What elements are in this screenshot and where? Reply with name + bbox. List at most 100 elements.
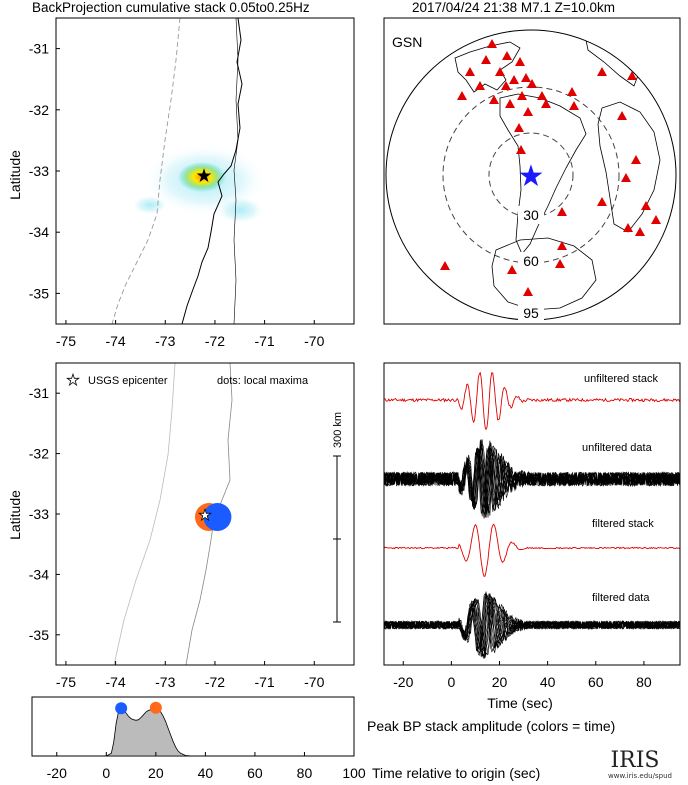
station-marker [557, 207, 567, 216]
bp-xticks: -75 -74 -73 -72 -71 -70 [56, 320, 325, 349]
y-tick-label: -31 [29, 41, 49, 57]
continent-antarctica [491, 237, 597, 311]
station-marker [527, 79, 537, 88]
amplitude-peaks [115, 701, 162, 715]
mx-xticks: -75 -74 -73 -72 -71 -70 [56, 661, 325, 690]
station-marker [505, 99, 515, 108]
traces-tick-label: 80 [636, 674, 652, 690]
mx-trench [113, 363, 176, 665]
amp-xlabel: Time relative to origin (sec) [372, 765, 540, 781]
maxima-map-panel: ★ ★ USGS epicenter dots: local maxima 30… [7, 362, 355, 690]
continent-africa [597, 101, 661, 233]
traces-tick-label: -20 [393, 674, 413, 690]
station-marker [507, 265, 517, 274]
traces-panel: unfiltered stack unfiltered data filtere… [383, 362, 681, 711]
bp-ylabel: Latitude [7, 150, 23, 200]
station-marker [514, 123, 524, 132]
traces-xlabel: Time (sec) [487, 695, 553, 711]
traces-xticks: -20 0 20 40 60 80 [393, 661, 652, 690]
bp-yticks: -31 -32 -33 -34 -35 [29, 41, 60, 301]
network-label: GSN [392, 34, 422, 50]
station-marker [641, 201, 651, 210]
amp-tick-label: 0 [102, 765, 110, 781]
trace-line [383, 593, 680, 653]
bp-halo-3 [132, 195, 168, 215]
legend-dots: dots: local maxima [217, 375, 309, 387]
logo-text: IRIS [610, 748, 659, 773]
station-marker [597, 67, 607, 76]
bp-map-panel: ★ Latitude -75 -74 -73 -72 -71 -70 -31-32-33-… [7, 17, 355, 349]
bp-trench [111, 18, 181, 324]
amplitude-area [32, 708, 354, 757]
amplitude-peak-dot [149, 701, 162, 714]
ring-label-95: 95 [523, 305, 539, 321]
x-tick-label: -75 [56, 674, 76, 690]
right-title: 2017/04/24 21:38 M7.1 Z=10.0km [412, 0, 615, 15]
station-marker [523, 287, 533, 296]
station-marker [567, 87, 577, 96]
bp-hot [178, 162, 226, 192]
x-tick-label: -72 [205, 674, 225, 690]
y-tick-label: -32 [29, 446, 49, 462]
station-marker [523, 107, 533, 116]
traces-tick-label: 0 [447, 674, 455, 690]
amp-xticks: -20 0 20 40 60 80 100 [47, 752, 366, 781]
station-marker [516, 145, 526, 154]
label-unfiltered-data: unfiltered data [582, 442, 653, 454]
station-marker [631, 155, 641, 164]
legend-epicenter: USGS epicenter [88, 375, 168, 387]
station-marker [521, 73, 531, 82]
station-marker [617, 111, 627, 120]
station-marker [541, 99, 551, 108]
bp-star-icon: ★ [195, 165, 212, 187]
traces-tick-label: 60 [588, 674, 604, 690]
station-marker [481, 55, 491, 64]
legend-star-icon: ★ [66, 371, 79, 389]
trace-line [383, 448, 680, 515]
y-tick-label: -31 [29, 385, 49, 401]
ring-label-60: 60 [523, 253, 539, 269]
x-tick-label: -71 [254, 674, 274, 690]
label-filtered-data: filtered data [592, 592, 650, 604]
x-tick-label: -75 [56, 333, 76, 349]
label-unfiltered-stack: unfiltered stack [584, 373, 658, 385]
scale-label: 300 km [332, 412, 344, 448]
station-marker [489, 95, 499, 104]
station-marker [465, 67, 475, 76]
amplitude-panel: -20 0 20 40 60 80 100 Peak BP stack amplitude … [31, 696, 615, 781]
traces-tick-label: 20 [492, 674, 508, 690]
amplitude-peak-dot [115, 702, 128, 715]
logo-url: www.iris.edu/spud [608, 772, 672, 780]
left-title: BackProjection cumulative stack 0.05to0.… [32, 0, 310, 15]
station-marker [515, 57, 525, 66]
epicenter-star-icon: ★ [518, 159, 545, 194]
station-marker [627, 71, 637, 80]
amp-tick-label: 40 [198, 765, 214, 781]
mx-yticks: -31 -32 -33 -34 -35 [29, 385, 60, 643]
station-marker [621, 173, 631, 182]
amp-tick-label: -20 [47, 765, 67, 781]
station-map-panel: ★ 30 60 95 GSN [383, 17, 681, 325]
trace-line [383, 523, 680, 577]
station-marker [651, 215, 661, 224]
amp-tick-label: 100 [342, 765, 366, 781]
x-tick-label: -74 [105, 674, 125, 690]
amp-title: Peak BP stack amplitude (colors = time) [367, 718, 615, 734]
y-tick-label: -35 [29, 627, 49, 643]
station-marker [440, 261, 450, 270]
amp-tick-label: 60 [247, 765, 263, 781]
y-tick-label: -32 [29, 102, 49, 118]
station-marker [537, 91, 547, 100]
station-marker [555, 259, 565, 268]
ring-label-30: 30 [523, 207, 539, 223]
bp-halo-2 [216, 196, 264, 224]
traces-tick-label: 40 [540, 674, 556, 690]
station-marker [475, 81, 485, 90]
station-marker [509, 75, 519, 84]
station-marker [557, 241, 567, 250]
x-tick-label: -71 [254, 333, 274, 349]
bp-border [233, 18, 239, 324]
y-tick-label: -34 [29, 566, 49, 582]
station-marker [569, 101, 579, 110]
mx-star-icon: ★ [198, 506, 211, 524]
